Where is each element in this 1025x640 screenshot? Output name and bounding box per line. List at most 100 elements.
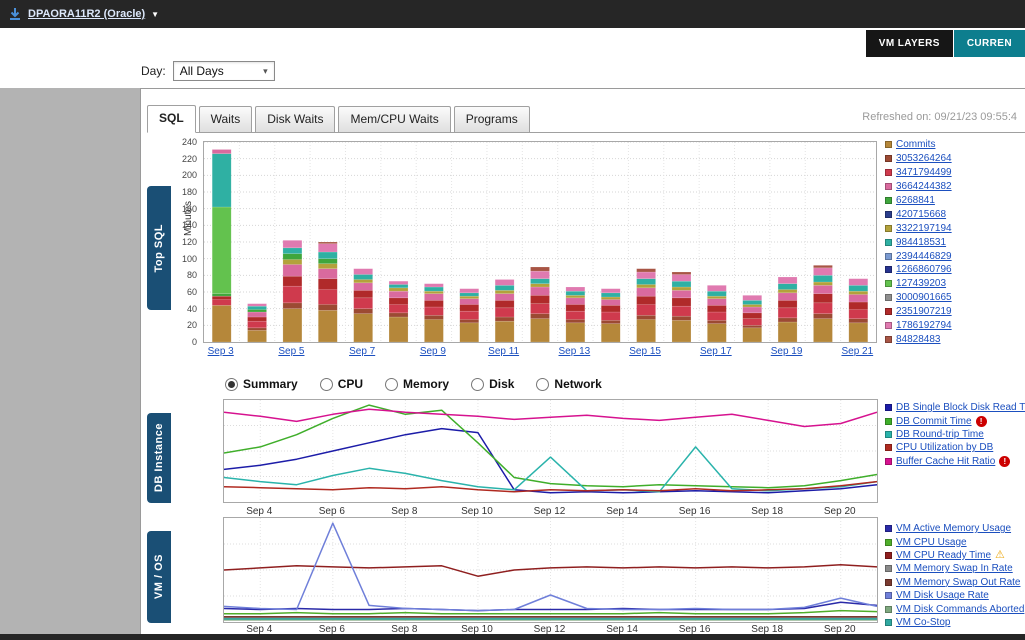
tab-list: SQL Waits Disk Waits Mem/CPU Waits Programs [147,105,1025,133]
y-tick-label: 120 [181,237,197,247]
legend-link[interactable]: CPU Utilization by DB [896,442,994,454]
metric-radio-group: Summary CPU Memory Disk Network [225,377,602,391]
legend-link[interactable]: VM Active Memory Usage [896,523,1012,535]
bottom-bar [0,634,1025,640]
legend-link[interactable]: DB Single Block Disk Read Time [896,402,1025,414]
section-tab-vm-os[interactable]: VM / OS [147,531,171,623]
radio-network[interactable]: Network [536,377,602,391]
refreshed-timestamp: Refreshed on: 09/21/23 09:55:4 [862,111,1017,123]
y-tick-label: 220 [181,153,197,164]
legend-link[interactable]: VM Memory Swap Out Rate [896,576,1021,588]
x-tick-label: Sep 14 [606,506,638,517]
day-filter: Day: All Days ▾ [141,61,275,81]
legend-swatch-icon [885,197,892,204]
legend-link[interactable]: 420715668 [896,208,947,220]
legend-link[interactable]: 1786192794 [896,320,952,332]
legend-swatch-icon [885,238,892,246]
legend-item: 3664244382 [885,180,952,194]
legend-swatch-icon [885,294,892,302]
legend-link[interactable]: VM Co-Stop [896,616,951,628]
tab-mem-cpu-waits[interactable]: Mem/CPU Waits [338,106,451,132]
legend-link[interactable]: 984418531 [896,236,947,248]
y-tick-label: 80 [186,270,197,281]
tab-sql[interactable]: SQL [147,105,196,133]
legend-swatch-icon [885,525,892,533]
legend-item: VM CPU Usage [885,535,1024,548]
date-link-sep-3[interactable]: Sep 3 [207,346,234,357]
legend-swatch-icon [885,155,892,163]
tab-programs[interactable]: Programs [453,106,530,132]
date-link-sep-19[interactable]: Sep 19 [770,346,803,357]
legend-item: 3471794499 [885,166,952,180]
legend-swatch-icon [885,308,892,316]
legend-link[interactable]: 2394446829 [896,250,952,262]
date-link-sep-21[interactable]: Sep 21 [841,346,874,357]
vm-layers-button[interactable]: VM LAYERS [865,30,953,57]
legend-swatch-icon [885,141,892,149]
section-tab-db-instance[interactable]: DB Instance [147,413,171,503]
x-tick-label: Sep 4 [246,506,273,517]
layer-buttons: VM LAYERS CURREN [865,30,1025,57]
legend-swatch-icon [885,169,892,177]
date-link-sep-9[interactable]: Sep 9 [419,346,446,357]
x-tick-label: Sep 12 [533,506,566,517]
legend-link[interactable]: 84828483 [896,333,941,345]
radio-cpu[interactable]: CPU [319,377,363,391]
date-link-sep-17[interactable]: Sep 17 [699,346,732,357]
legend-link[interactable]: Commits [896,139,936,151]
legend-link[interactable]: VM Disk Commands Aborted [896,603,1025,615]
chevron-down-icon[interactable]: ▼ [151,9,160,19]
legend-link[interactable]: 3000901665 [896,292,952,304]
legend-link[interactable]: 1266860796 [896,264,952,276]
legend-swatch-icon [885,618,892,626]
y-tick-label: 0 [191,337,197,347]
radio-memory[interactable]: Memory [385,377,449,391]
legend-item: VM Disk Commands Aborted [885,602,1024,615]
legend-link[interactable]: DB Round-trip Time [896,428,984,440]
legend-link[interactable]: 3053264264 [896,153,952,165]
legend-link[interactable]: 6268841 [896,195,935,206]
legend-link[interactable]: 3664244382 [896,181,952,193]
legend-item: 6268841 [885,194,952,208]
tab-disk-waits[interactable]: Disk Waits [255,106,336,132]
legend-link[interactable]: 127439203 [896,278,947,290]
date-link-sep-13[interactable]: Sep 13 [558,346,591,357]
date-link-sep-15[interactable]: Sep 15 [629,346,661,357]
instance-selector-link[interactable]: DPAORA11R2 (Oracle) [28,8,146,20]
date-link-sep-5[interactable]: Sep 5 [278,346,305,357]
legend-swatch-icon [885,210,892,218]
legend-link[interactable]: VM Memory Swap In Rate [896,563,1013,575]
download-arrow-icon [8,7,22,21]
legend-swatch-icon [885,592,892,600]
radio-label: Memory [403,377,450,391]
legend-item: Commits [885,138,952,152]
legend-link[interactable]: VM CPU Ready Time [896,549,992,561]
legend-link[interactable]: VM CPU Usage [896,536,967,548]
y-tick-label: 160 [181,203,197,214]
section-tab-vm-os-label: VM / OS [153,554,165,600]
day-label: Day: [141,64,166,78]
legend-link[interactable]: DB Commit Time [896,415,972,427]
critical-alarm-icon: ! [975,415,987,427]
radio-summary[interactable]: Summary [225,377,298,391]
x-tick-label: Sep 16 [678,506,711,517]
current-button[interactable]: CURREN [953,30,1025,57]
vm-os-x-axis: Sep 4 Sep 6 Sep 8 Sep 10 Sep 12 Sep 14 Sep 16 S… [223,624,876,634]
radio-disk[interactable]: Disk [471,377,514,391]
date-link-sep-11[interactable]: Sep 11 [488,346,520,357]
legend-swatch-icon [885,578,892,586]
legend-link[interactable]: 3322197194 [896,222,952,234]
date-link-sep-7[interactable]: Sep 7 [349,346,376,357]
x-tick-label: Sep 6 [318,506,345,517]
day-select[interactable]: All Days ▾ [172,61,275,81]
tab-waits[interactable]: Waits [198,106,253,132]
legend-link[interactable]: 2351907219 [896,306,952,318]
legend-swatch-icon [885,266,892,274]
x-tick-label: Sep 4 [246,624,273,634]
section-tab-top-sql[interactable]: Top SQL [147,186,171,310]
day-select-value: All Days [179,64,224,78]
legend-link[interactable]: 3471794499 [896,167,952,179]
y-tick-label: 140 [181,220,197,231]
legend-link[interactable]: VM Disk Usage Rate [896,590,989,602]
legend-link[interactable]: Buffer Cache Hit Ratio [896,455,996,467]
